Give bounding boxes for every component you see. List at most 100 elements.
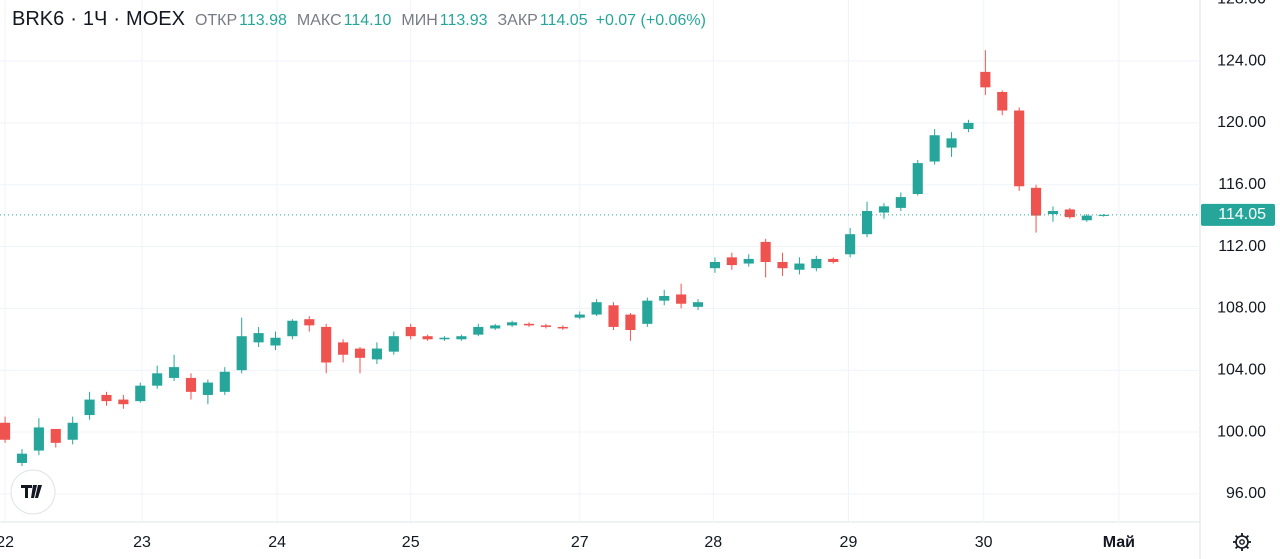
x-tick-label: Май	[1103, 534, 1135, 551]
candle-body	[473, 326, 484, 335]
y-tick-label: 120.00	[1217, 114, 1266, 131]
candle-body	[456, 336, 467, 340]
change: +0.07 (+0.06%)	[595, 12, 706, 29]
x-tick-label: 25	[402, 534, 420, 551]
candle-body	[169, 367, 180, 378]
x-tick-label: 30	[975, 534, 993, 551]
candle-body	[338, 342, 349, 355]
candle-body	[608, 305, 619, 327]
legend: BRK6 · 1Ч · MOEX ОТКР 113.98 МАКС 114.10…	[12, 8, 706, 31]
candle-body	[490, 325, 501, 329]
candle-body	[692, 302, 704, 307]
x-tick-label: 29	[840, 534, 858, 551]
last-price-label: 114.05	[1218, 206, 1266, 223]
candle-body	[676, 294, 687, 304]
candle-body	[67, 422, 78, 440]
candle-body	[1047, 210, 1059, 215]
candle-body	[135, 385, 146, 402]
close-value: 114.05	[539, 12, 588, 29]
y-tick-label: 112.00	[1218, 238, 1266, 255]
candle-body	[760, 241, 771, 263]
exchange: MOEX	[126, 8, 185, 30]
candle-body	[0, 422, 11, 440]
separator: ·	[113, 8, 121, 30]
candle-body	[405, 326, 416, 337]
candle-body	[321, 326, 332, 363]
y-tick-label: 124.00	[1217, 52, 1266, 69]
candle-body	[709, 262, 720, 269]
grid	[0, 0, 1200, 522]
candle-body	[16, 453, 28, 463]
interval: 1Ч	[82, 8, 108, 30]
y-tick-label: 104.00	[1217, 361, 1266, 378]
low-label: МИН	[401, 12, 438, 29]
candle-body	[101, 394, 112, 402]
x-tick-label: 23	[133, 534, 151, 551]
candle-body	[963, 122, 974, 130]
candle-body	[591, 302, 602, 315]
candle-body	[84, 399, 95, 416]
candle-body	[33, 427, 44, 451]
candle-body	[523, 323, 535, 326]
candle-body	[1014, 110, 1025, 187]
candle-body	[642, 300, 653, 324]
symbol: BRK6	[12, 8, 65, 30]
candle-body	[185, 377, 197, 392]
candle-body	[422, 336, 433, 340]
candle-body	[1030, 187, 1042, 216]
candle-body	[929, 135, 940, 162]
candle-body	[574, 314, 585, 318]
candle-body	[287, 320, 298, 337]
x-tick-label: 24	[268, 534, 286, 551]
x-tick-label: 27	[571, 534, 589, 551]
candle-body	[371, 348, 382, 360]
candle-body	[777, 262, 788, 269]
candle-body	[270, 337, 281, 346]
y-tick-label: 108.00	[1217, 300, 1266, 317]
open-value: 113.98	[239, 12, 287, 29]
candle-body	[50, 428, 61, 443]
close-label: ЗАКР	[497, 12, 538, 29]
last-price-box	[1201, 203, 1275, 226]
candle-body	[946, 138, 957, 148]
candle-body	[828, 258, 839, 263]
y-tick-label: 96.00	[1226, 485, 1266, 502]
candle-body	[811, 258, 822, 269]
x-tick-label: 28	[704, 534, 722, 551]
candle-body	[743, 258, 754, 264]
candle-body	[507, 322, 518, 326]
candle-body	[794, 263, 805, 270]
candle-body	[1064, 209, 1075, 218]
x-tick-label: 22	[0, 534, 14, 551]
candle-body	[997, 91, 1008, 111]
candle-body	[980, 71, 991, 88]
candle-body	[253, 333, 264, 343]
candle-body	[895, 197, 906, 208]
candles	[0, 50, 1200, 467]
logo[interactable]	[10, 469, 56, 515]
candle-body	[861, 210, 873, 235]
candle-body	[354, 348, 366, 358]
candle-body	[557, 326, 568, 329]
candle-body	[202, 382, 213, 395]
low-value: 113.93	[439, 12, 488, 29]
candle-body	[236, 336, 247, 371]
candle-body	[912, 163, 923, 194]
candle-body	[304, 319, 315, 326]
candle-body	[219, 371, 230, 392]
candle-body	[118, 399, 129, 405]
settings-icon[interactable]	[1233, 533, 1251, 551]
candle-body	[388, 336, 399, 352]
separator: ·	[70, 8, 77, 30]
high-value: 114.10	[343, 12, 392, 29]
candle-body	[726, 257, 737, 266]
candle-body	[540, 325, 551, 327]
open-label: ОТКР	[194, 12, 238, 29]
candle-body	[1081, 215, 1092, 221]
candle-body	[878, 206, 890, 213]
candle-body	[625, 314, 636, 331]
candle-body	[659, 296, 670, 301]
